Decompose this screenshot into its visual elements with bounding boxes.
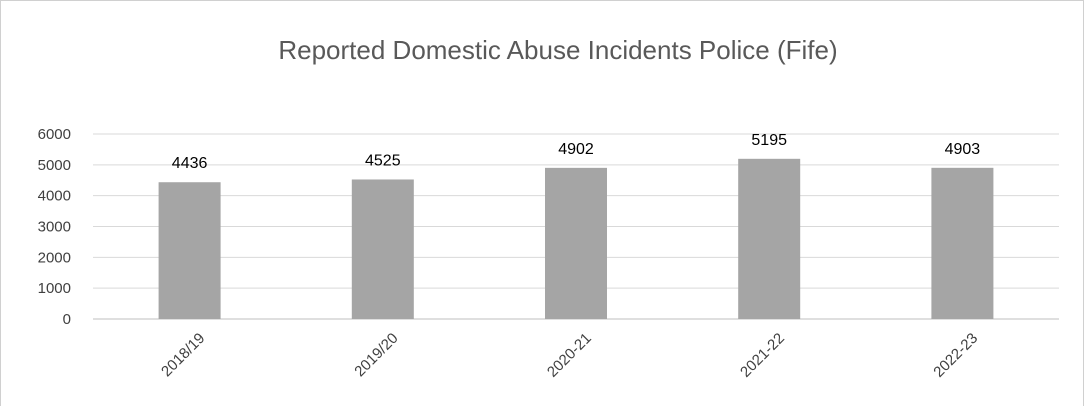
- y-tick-label: 5000: [38, 157, 71, 174]
- bar-2020-21: [545, 167, 607, 319]
- y-axis-ticks: 0 1000 2000 3000 4000 5000 6000: [38, 126, 71, 328]
- y-tick-label: 4000: [38, 188, 71, 205]
- bars: [158, 158, 994, 319]
- bar-2022-23: [931, 167, 994, 319]
- data-labels: 4436 4525 4902 5195 4903: [172, 132, 980, 172]
- chart-title: Reported Domestic Abuse Incidents Police…: [278, 35, 837, 65]
- y-tick-label: 0: [63, 311, 71, 328]
- data-label: 4902: [558, 141, 594, 158]
- x-category-label: 2021-22: [737, 330, 788, 381]
- x-category-label: 2020-21: [544, 330, 595, 381]
- x-category-label: 2019/20: [351, 330, 401, 380]
- data-label: 4903: [945, 141, 981, 158]
- x-category-label: 2022-23: [930, 330, 981, 381]
- data-label: 4436: [172, 155, 208, 172]
- x-axis-categories: 2018/19 2019/20 2020-21 2021-22 2022-23: [158, 330, 981, 381]
- y-tick-label: 2000: [38, 249, 71, 266]
- y-tick-label: 3000: [38, 219, 71, 236]
- bar-2019/20: [351, 179, 414, 319]
- bar-2021-22: [738, 158, 801, 319]
- bar-2018/19: [158, 182, 221, 319]
- y-tick-label: 1000: [38, 280, 71, 297]
- data-label: 5195: [751, 132, 787, 149]
- x-category-label: 2018/19: [158, 330, 208, 380]
- y-tick-label: 6000: [38, 126, 71, 143]
- data-label: 4525: [365, 152, 401, 169]
